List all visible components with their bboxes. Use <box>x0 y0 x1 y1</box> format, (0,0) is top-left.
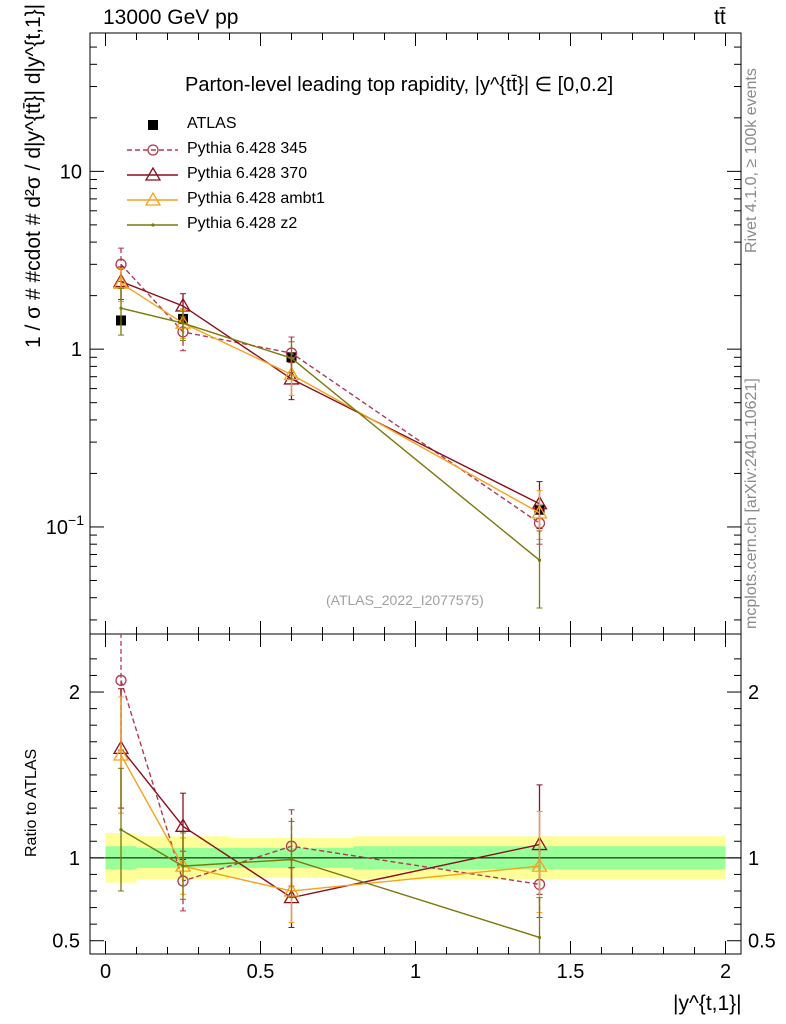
ratio-y-tick-label: 1 <box>69 848 80 870</box>
ratio-y-tick-label: 2 <box>69 682 80 704</box>
y-tick-label: 10 <box>60 161 82 183</box>
series-ratio-point <box>119 828 123 832</box>
legend-label-3: Pythia 6.428 ambt1 <box>187 190 325 207</box>
ratio-frame <box>89 633 742 955</box>
series-ratio-line-1 <box>120 747 540 899</box>
legend-label-1: Pythia 6.428 345 <box>187 140 308 157</box>
side-note-rivet: Rivet 4.1.0, ≥ 100k events <box>743 68 760 253</box>
series-line-0 <box>120 263 540 524</box>
legend-label-2: Pythia 6.428 370 <box>187 165 308 182</box>
ratio-y-tick-label-right: 2 <box>748 682 759 704</box>
series-ratio-point <box>112 746 130 761</box>
series-ratio-point <box>115 674 127 687</box>
legend-marker-3 <box>144 191 162 206</box>
series-line-2 <box>120 282 540 514</box>
main-plot-area <box>112 247 548 609</box>
series-ratio-line-2 <box>120 754 540 892</box>
x-tick-label: 0.5 <box>247 961 275 983</box>
x-tick-label: 1.5 <box>557 961 585 983</box>
series-point <box>537 558 542 562</box>
ratio-y-axis-label: Ratio to ATLAS <box>23 748 40 857</box>
side-note-mcplots: mcplots.cern.ch [arXiv:2401.10621] <box>743 378 760 629</box>
x-tick-label: 2 <box>720 961 731 983</box>
legend-marker-4 <box>151 223 155 227</box>
x-axis-label: |y^{t,1}| <box>673 992 742 1015</box>
y-tick-label: 1 <box>71 339 82 361</box>
series-ratio-point <box>181 864 185 868</box>
series-line-3 <box>120 307 540 561</box>
series-point <box>289 356 294 360</box>
ratio-plot-area <box>112 634 548 954</box>
x-tick-label: 0 <box>100 961 111 983</box>
y-axis-label: 1 / σ # #cdot # d²σ / d|y^{tt̄}| d|y^{t,… <box>22 3 45 348</box>
series-ratio-point <box>531 857 548 872</box>
legend-marker-1 <box>147 144 159 156</box>
header-left: 13000 GeV pp <box>103 6 239 29</box>
series-line-1 <box>120 280 540 505</box>
series-ratio-point <box>289 857 294 862</box>
legend-label-0: ATLAS <box>187 115 237 132</box>
series-ratio-line-3 <box>120 829 540 939</box>
chart-title: Parton-level leading top rapidity, |y^{t… <box>185 74 614 96</box>
x-tick-label: 1 <box>410 961 421 983</box>
ratio-y-tick-label: 0.5 <box>52 931 80 953</box>
series-ratio-point <box>174 818 192 832</box>
series-ratio-point <box>537 935 542 940</box>
series-point <box>531 504 548 519</box>
analysis-watermark: (ATLAS_2022_I2077575) <box>326 592 484 608</box>
legend-label-4: Pythia 6.428 z2 <box>187 215 298 232</box>
ratio-y-tick-label-right: 0.5 <box>748 931 776 953</box>
series-point <box>181 321 185 325</box>
series-point <box>283 366 300 381</box>
ratio-y-tick-label-right: 1 <box>748 848 759 870</box>
header-right: tt̄ <box>714 6 726 29</box>
legend-marker-0 <box>148 120 158 130</box>
legend-marker-2 <box>144 166 162 181</box>
series-point <box>119 306 123 310</box>
series-ratio-line-0 <box>120 680 540 886</box>
y-tick-label: 10−1 <box>46 512 84 539</box>
